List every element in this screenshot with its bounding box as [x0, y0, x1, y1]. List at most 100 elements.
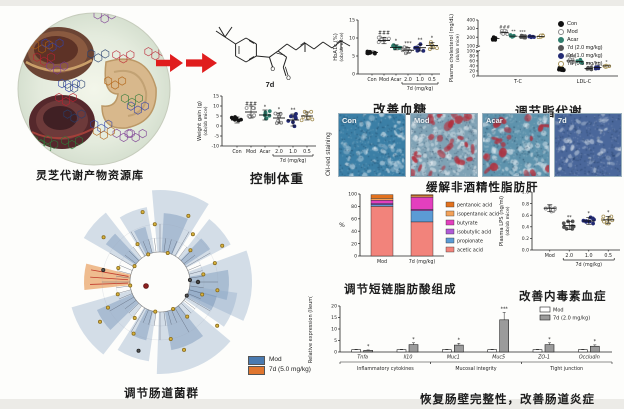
svg-text:T-C: T-C — [513, 79, 522, 85]
svg-text:0.2: 0.2 — [522, 236, 529, 242]
svg-text:0.5: 0.5 — [604, 253, 612, 259]
svg-text:%: % — [339, 222, 345, 229]
svg-text:80: 80 — [351, 204, 357, 210]
svg-text:Weight gain (g): Weight gain (g) — [197, 101, 203, 141]
svg-text:*: * — [594, 339, 597, 345]
svg-text:15: 15 — [213, 94, 219, 100]
svg-text:1.0: 1.0 — [416, 77, 424, 83]
svg-text:isobutylic acid: isobutylic acid — [457, 230, 491, 236]
liver-caption: 缓解非酒精性脂肪肝 — [426, 182, 539, 194]
svg-text:7d (2.0 mg/kg): 7d (2.0 mg/kg) — [553, 316, 590, 322]
svg-text:20: 20 — [351, 241, 357, 247]
svg-text:***: *** — [519, 29, 526, 35]
svg-text:5: 5 — [216, 114, 219, 120]
micrograph-7d-image — [555, 114, 621, 176]
legend-swatch — [248, 355, 265, 365]
svg-text:***: *** — [404, 41, 412, 47]
svg-text:HbA1c (%): HbA1c (%) — [333, 33, 339, 61]
svg-text:10: 10 — [331, 327, 337, 333]
svg-text:Con: Con — [232, 149, 241, 155]
svg-text:(ob/ob mice): (ob/ob mice) — [339, 32, 345, 61]
legend-label: Mod — [269, 356, 282, 363]
svg-text:Il10: Il10 — [404, 355, 413, 361]
svg-text:*: * — [431, 36, 434, 42]
svg-text:butyrate: butyrate — [457, 221, 478, 227]
svg-text:400: 400 — [467, 18, 476, 24]
cholesterol-legend: Con Mod Acar 7d (2.0 mg/kg) 7d (1.0 mg/kg) 7d… — [558, 20, 602, 68]
legend-label: Mod — [567, 29, 578, 35]
svg-text:ZO-1: ZO-1 — [537, 355, 550, 361]
legend-item: 7d (2.0 mg/kg) — [558, 44, 602, 52]
svg-text:200: 200 — [467, 35, 476, 41]
svg-text:(ob/ob mice): (ob/ob mice) — [505, 206, 511, 235]
svg-text:*: * — [588, 211, 591, 217]
svg-text:-5: -5 — [214, 134, 219, 140]
svg-text:Mod: Mod — [246, 149, 256, 155]
svg-text:###: ### — [565, 53, 576, 59]
svg-text:LDL-C: LDL-C — [577, 79, 592, 85]
svg-text:**: ** — [291, 107, 296, 113]
micrograph-mod-image — [411, 114, 477, 176]
svg-text:10: 10 — [213, 104, 219, 110]
svg-text:Mod: Mod — [545, 253, 555, 259]
micrograph-con: Con — [338, 113, 406, 177]
svg-text:0: 0 — [354, 254, 357, 260]
svg-text:Relative expression (Ileum): Relative expression (Ileum) — [308, 296, 314, 363]
svg-text:60: 60 — [351, 217, 357, 223]
svg-text:Mod: Mod — [377, 259, 387, 265]
svg-text:acetic acid: acetic acid — [457, 248, 483, 254]
svg-text:7d (mg/kg): 7d (mg/kg) — [407, 86, 434, 92]
svg-text:5: 5 — [352, 54, 355, 60]
svg-text:###: ### — [499, 25, 510, 31]
legend-item: 7d (5.0 mg/kg) — [248, 365, 311, 375]
svg-text:0.0: 0.0 — [522, 248, 529, 254]
svg-text:*: * — [412, 337, 415, 343]
svg-text:(ob/ob mice): (ob/ob mice) — [455, 34, 461, 62]
svg-text:O: O — [270, 66, 275, 73]
svg-text:*: * — [605, 60, 608, 66]
svg-text:O: O — [286, 75, 291, 82]
svg-text:isopentanoic acid: isopentanoic acid — [457, 212, 499, 218]
svg-text:*: * — [607, 210, 610, 216]
legend-label: Con — [567, 21, 578, 27]
ileum-expression-chart: 0 5 10 15 20 * Tnfa * Il10 * Muc1 *** Muc5 * ZO-1 * Occl… — [306, 295, 624, 395]
compound-label: 7d — [265, 80, 275, 89]
svg-text:Muc5: Muc5 — [492, 355, 505, 361]
svg-text:**: ** — [595, 61, 600, 67]
svg-text:100: 100 — [348, 192, 357, 198]
svg-text:Plasma LPS (ng/ml): Plasma LPS (ng/ml) — [499, 196, 505, 246]
svg-text:**: ** — [586, 62, 591, 68]
cholesterol-chart: 0 20 40 60 80 100 100 200 300 400 ### ** *** T-C ### **… — [448, 12, 624, 109]
svg-text:0.4: 0.4 — [522, 225, 529, 231]
svg-text:0: 0 — [352, 72, 355, 78]
svg-text:*: * — [367, 344, 370, 350]
svg-text:Muc1: Muc1 — [447, 355, 460, 361]
svg-text:propionate: propionate — [457, 239, 483, 245]
svg-text:(ob/ob mice): (ob/ob mice) — [203, 106, 209, 135]
lps-chart: 0.0 0.2 0.4 0.6 0.8 1.0 Mod ** 2.0 * 1.0 * 0.5 7d (mg… — [498, 184, 624, 291]
ganoderma-library-image — [6, 10, 184, 177]
svg-text:Tight junction: Tight junction — [549, 366, 583, 372]
svg-text:1.0: 1.0 — [522, 190, 529, 196]
svg-text:Mod: Mod — [379, 77, 389, 83]
scfa-caption: 调节短链脂肪酸组成 — [344, 284, 457, 296]
hba1c-chart: 0 5 10 15 Con ### Mod * Acar *** 2.0 ** 1.0 * 0.5 7d (m… — [332, 14, 444, 107]
svg-text:100: 100 — [467, 43, 476, 49]
legend-label: Acar — [567, 37, 579, 43]
cladogram-chart — [5, 188, 335, 385]
svg-text:*: * — [458, 337, 461, 343]
svg-text:Con: Con — [367, 77, 376, 83]
svg-text:**: ** — [511, 29, 516, 35]
svg-text:0: 0 — [472, 74, 475, 80]
legend-item: Con — [558, 20, 602, 28]
svg-text:Acar: Acar — [260, 149, 271, 155]
svg-text:*: * — [278, 107, 281, 113]
micrograph-label: Mod — [414, 116, 430, 125]
legend-label: 7d (5.0 mg/kg) — [269, 366, 311, 373]
micrograph-label: Acar — [486, 116, 503, 125]
svg-text:Inflammatory cytokines: Inflammatory cytokines — [357, 366, 414, 372]
svg-text:**: ** — [418, 38, 423, 44]
library-caption: 灵芝代谢产物资源库 — [36, 170, 144, 182]
svg-text:7d (mg/kg): 7d (mg/kg) — [280, 158, 307, 164]
svg-text:40: 40 — [469, 64, 475, 70]
